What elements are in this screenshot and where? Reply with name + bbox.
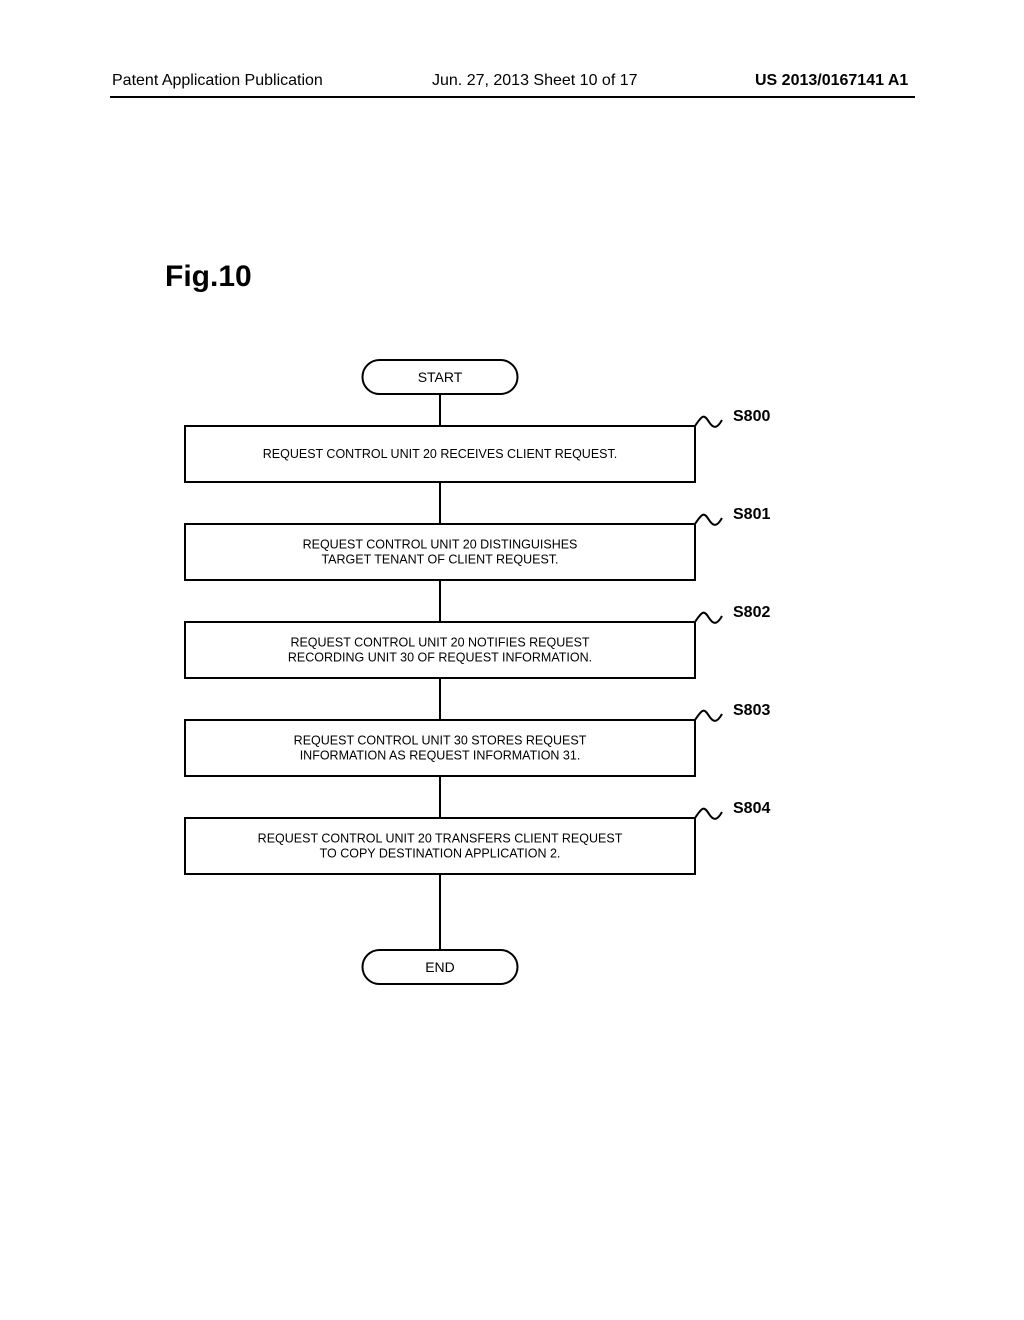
process-box-text: REQUEST CONTROL UNIT 20 DISTINGUISHES [303,538,578,552]
step-connector-curve [695,711,722,721]
header-center: Jun. 27, 2013 Sheet 10 of 17 [432,72,638,90]
figure-label: Fig.10 [165,260,252,294]
process-box-text: REQUEST CONTROL UNIT 20 TRANSFERS CLIENT… [258,832,623,846]
step-connector-curve [695,613,722,623]
process-box-text: REQUEST CONTROL UNIT 20 RECEIVES CLIENT … [263,447,617,461]
process-box-text: RECORDING UNIT 30 OF REQUEST INFORMATION… [288,651,592,665]
flowchart: START REQUEST CONTROL UNIT 20 RECEIVES CL… [175,355,855,995]
terminal-end-label: END [425,959,455,975]
header-rule [110,96,915,98]
page: Patent Application Publication Jun. 27, … [0,0,1024,1320]
process-box-text: TO COPY DESTINATION APPLICATION 2. [320,847,561,861]
step-label: S802 [733,604,770,621]
step-label: S801 [733,506,770,523]
header-right: US 2013/0167141 A1 [755,72,908,90]
step-connector-curve [695,417,722,427]
step-label: S803 [733,702,770,719]
step-connector-curve [695,809,722,819]
terminal-start-label: START [418,369,463,385]
process-box-text: REQUEST CONTROL UNIT 20 NOTIFIES REQUEST [290,636,589,650]
process-box-text: REQUEST CONTROL UNIT 30 STORES REQUEST [294,734,587,748]
step-connector-curve [695,515,722,525]
step-label: S800 [733,408,770,425]
step-label: S804 [733,800,770,817]
process-box-text: TARGET TENANT OF CLIENT REQUEST. [321,553,558,567]
header-left: Patent Application Publication [112,72,323,90]
process-box-text: INFORMATION AS REQUEST INFORMATION 31. [300,749,581,763]
